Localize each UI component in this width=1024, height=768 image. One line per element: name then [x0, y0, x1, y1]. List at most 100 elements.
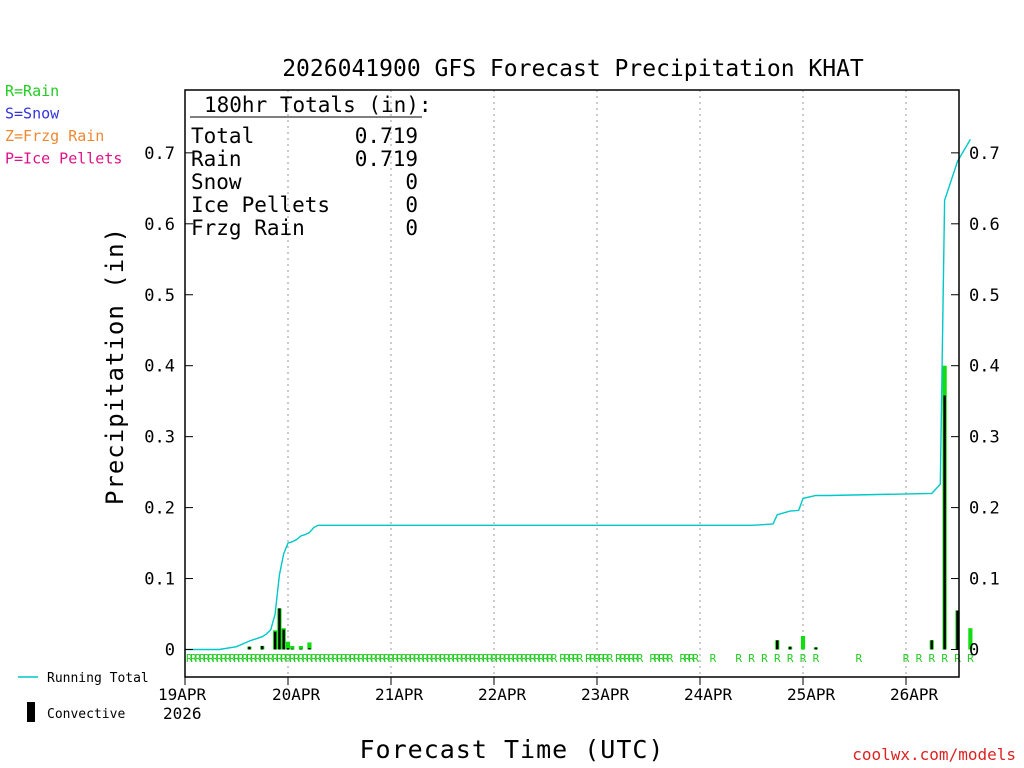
precip-bar	[800, 636, 806, 650]
rain-marker: R	[585, 652, 592, 665]
y-axis-left: 0 0.1 0.2 0.3 0.4 0.5 0.6 0.7	[144, 144, 193, 661]
rain-marker: R	[941, 652, 948, 665]
rain-marker: R	[504, 652, 511, 665]
rain-marker: R	[328, 652, 335, 665]
rain-marker: R	[349, 652, 356, 665]
totals-row-label: Total	[191, 124, 254, 148]
rain-marker: R	[366, 652, 373, 665]
rain-marker: R	[418, 652, 425, 665]
x-tick-label: 25APR	[787, 685, 836, 704]
rain-marker: R	[199, 652, 206, 665]
rain-marker: R	[371, 652, 378, 665]
x-tick-label: 24APR	[684, 685, 733, 704]
chart-title: 2026041900 GFS Forecast Precipitation KH…	[282, 56, 864, 82]
y-tick-label: 0	[165, 641, 175, 661]
y-tick-label: 0.2	[144, 499, 175, 519]
rain-marker: R	[787, 652, 794, 665]
rain-marker: R	[435, 652, 442, 665]
precip-type-legend-item: S=Snow	[5, 105, 60, 123]
convective-legend-swatch	[27, 702, 35, 722]
convective-legend-label: Convective	[47, 707, 125, 722]
precip-bar	[298, 645, 303, 650]
rain-marker: R	[353, 652, 360, 665]
rain-marker: R	[856, 652, 863, 665]
convective-bar	[261, 645, 264, 650]
rain-marker: R	[225, 652, 232, 665]
rain-marker: R	[465, 652, 472, 665]
rain-marker: R	[684, 652, 691, 665]
rain-marker: R	[259, 652, 266, 665]
totals-row-value: 0	[405, 193, 418, 217]
totals-row-label: Rain	[191, 147, 242, 171]
rain-marker: R	[624, 652, 631, 665]
totals-row-label: Ice Pellets	[191, 193, 330, 217]
convective-bar	[286, 648, 290, 650]
rain-marker: R	[242, 652, 249, 665]
rain-marker: R	[577, 652, 584, 665]
rain-marker: R	[495, 652, 502, 665]
rain-marker: R	[525, 652, 532, 665]
rain-marker: R	[735, 652, 742, 665]
y-tick-label: 0.4	[969, 357, 1000, 377]
rain-marker: R	[761, 652, 768, 665]
rain-marker: R	[190, 652, 197, 665]
rain-marker: R	[255, 652, 262, 665]
rain-marker: R	[954, 652, 961, 665]
x-tick-label: 23APR	[581, 685, 630, 704]
rain-marker: R	[654, 652, 661, 665]
y-tick-label: 0.7	[144, 144, 175, 164]
rain-marker: R	[413, 652, 420, 665]
rain-marker: R	[650, 652, 657, 665]
y-tick-label: 0.1	[144, 570, 175, 590]
rain-marker: R	[928, 652, 935, 665]
rain-marker: R	[512, 652, 519, 665]
rain-marker: R	[564, 652, 571, 665]
rain-marker: R	[482, 652, 489, 665]
credit-text: coolwx.com/models	[852, 745, 1016, 764]
rain-marker: R	[547, 652, 554, 665]
y-tick-label: 0.6	[969, 215, 1000, 235]
rain-marker: R	[345, 652, 352, 665]
rain-marker: R	[602, 652, 609, 665]
rain-marker: R	[551, 652, 558, 665]
rain-marker: R	[710, 652, 717, 665]
rain-marker: R	[336, 652, 343, 665]
rain-marker: R	[323, 652, 330, 665]
convective-bar	[814, 647, 818, 650]
rain-marker: R	[302, 652, 309, 665]
convective-bar	[776, 640, 779, 650]
rain-marker: R	[615, 652, 622, 665]
y-tick-label: 0.5	[144, 286, 175, 306]
rain-marker: R	[534, 652, 541, 665]
precip-type-legend-item: P=Ice Pellets	[5, 150, 122, 168]
rain-marker: R	[319, 652, 326, 665]
convective-bar	[278, 608, 281, 650]
series-legend: Running Total Convective	[18, 671, 149, 722]
convective-bar	[248, 646, 251, 650]
rain-marker: R	[409, 652, 416, 665]
y-tick-label: 0.2	[969, 499, 1000, 519]
precip-bar	[285, 641, 291, 650]
y-axis-right: 0 0.1 0.2 0.3 0.4 0.5 0.6 0.7	[951, 144, 1000, 661]
rain-marker: R	[508, 652, 515, 665]
totals-row-value: 0.719	[355, 147, 418, 171]
rain-marker: R	[276, 652, 283, 665]
rain-marker: R	[521, 652, 528, 665]
rain-marker: R	[813, 652, 820, 665]
totals-box: 180hr Totals (in): Total 0.719 Rain 0.719 Sn…	[190, 93, 432, 240]
precip-bar	[307, 642, 312, 650]
convective-bar	[943, 395, 946, 650]
rain-marker: R	[628, 652, 635, 665]
convective-bar	[308, 648, 311, 650]
x-tick-label: 20APR	[272, 685, 321, 704]
y-axis-label: Precipitation (in)	[101, 227, 129, 505]
rain-marker: R	[315, 652, 322, 665]
rain-marker: R	[220, 652, 227, 665]
y-tick-label: 0.4	[144, 357, 175, 377]
totals-row-label: Snow	[191, 170, 242, 194]
convective-bar	[273, 631, 277, 650]
rain-marker: R	[748, 652, 755, 665]
rain-marker: R	[388, 652, 395, 665]
rain-marker: R	[238, 652, 245, 665]
rain-marker: R	[216, 652, 223, 665]
